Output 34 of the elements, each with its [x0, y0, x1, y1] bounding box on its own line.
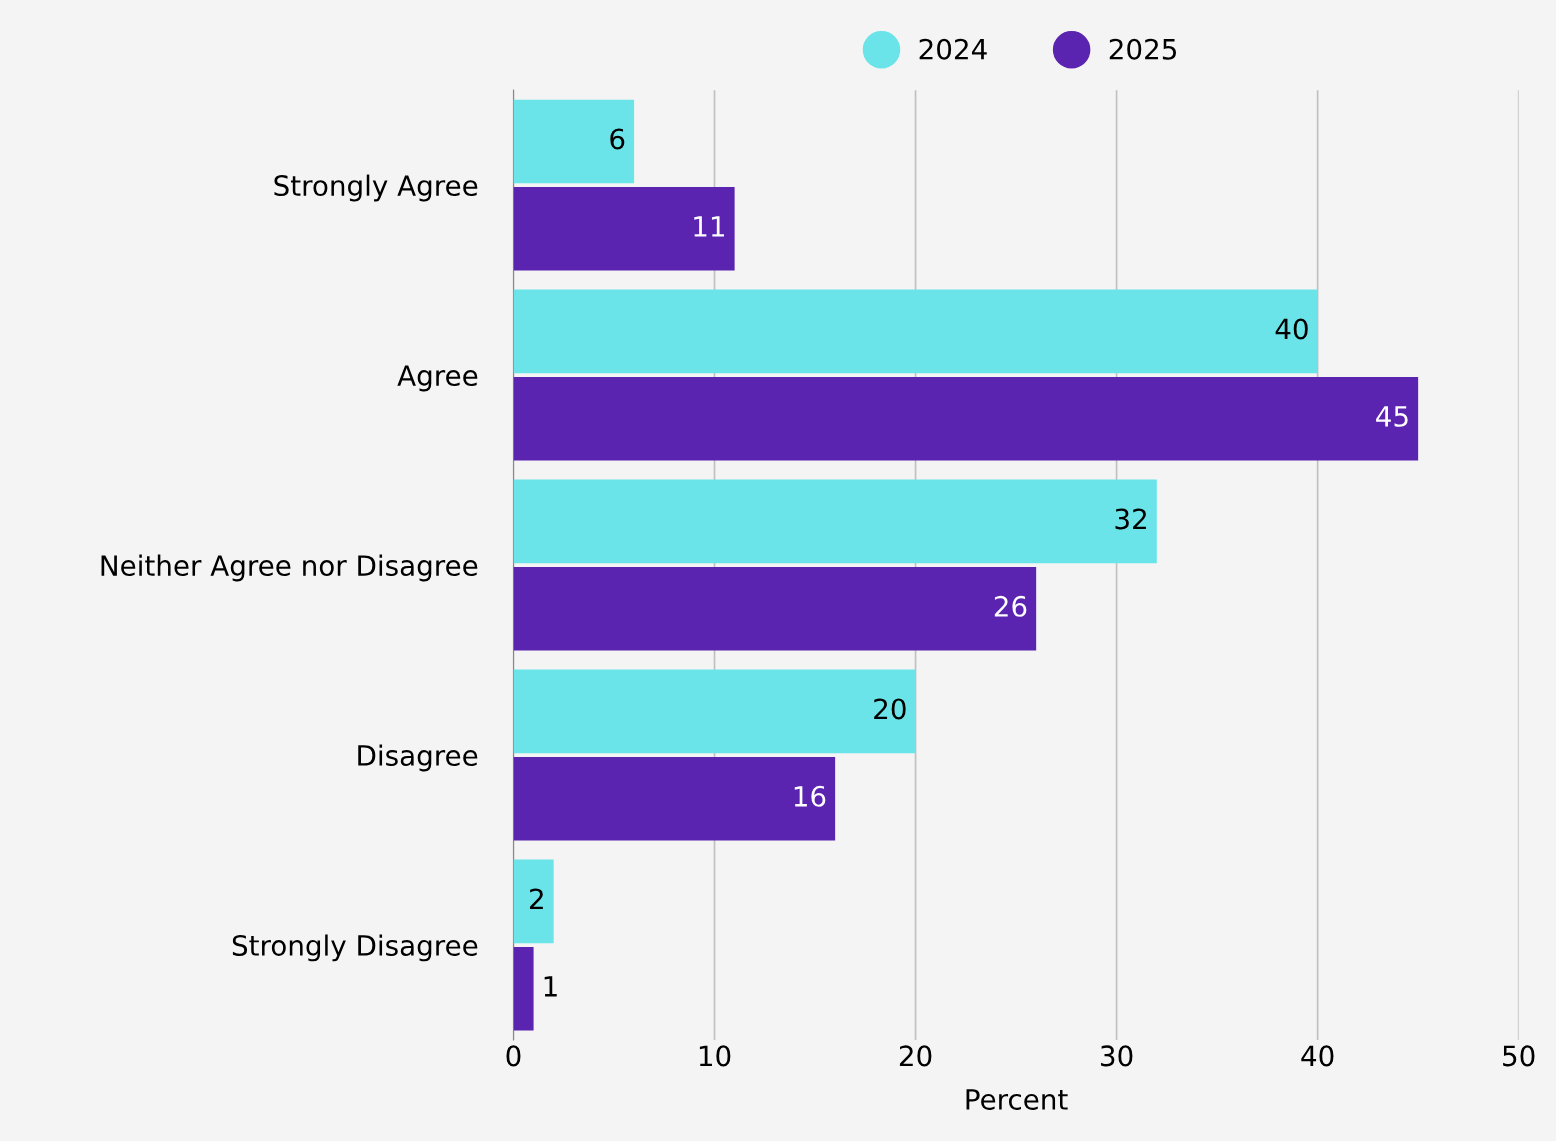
y-tick-label: Agree [397, 365, 478, 392]
bar [513, 946, 534, 1031]
data-label: 45 [1376, 406, 1408, 427]
data-label: 11 [694, 216, 725, 237]
y-tick-label: Disagree [358, 744, 478, 772]
bar [513, 377, 1419, 461]
bar [513, 187, 735, 271]
bar [513, 859, 554, 944]
bar [513, 566, 1037, 651]
y-tick-label: Strongly Agree [274, 174, 478, 202]
data-label: 26 [994, 595, 1027, 617]
x-tick-label: 20 [899, 1045, 932, 1067]
x-tick-label: 0 [506, 1045, 521, 1067]
legend-label: 2025 [1109, 38, 1176, 60]
y-tick-label: Strongly Disagree [232, 934, 478, 962]
data-label: 16 [794, 785, 826, 807]
data-label: 32 [1115, 508, 1146, 530]
bar [513, 669, 916, 754]
data-label: 20 [874, 698, 906, 720]
data-label: 1 [544, 976, 557, 997]
data-label: 2 [530, 888, 543, 909]
bar [513, 99, 635, 184]
x-tick-label: 10 [699, 1045, 731, 1067]
data-label: 40 [1275, 318, 1308, 340]
bar [513, 479, 1157, 564]
x-tick-label: 50 [1503, 1045, 1535, 1067]
data-label: 6 [610, 128, 625, 150]
x-tick-label: 40 [1301, 1045, 1334, 1067]
bar [513, 756, 836, 841]
legend-label: 2024 [919, 38, 987, 60]
y-tick-label: Neither Agree nor Disagree [101, 554, 478, 582]
x-tick-label: 30 [1101, 1045, 1133, 1067]
bar [513, 289, 1318, 374]
x-axis-title: Percent [966, 1089, 1068, 1110]
